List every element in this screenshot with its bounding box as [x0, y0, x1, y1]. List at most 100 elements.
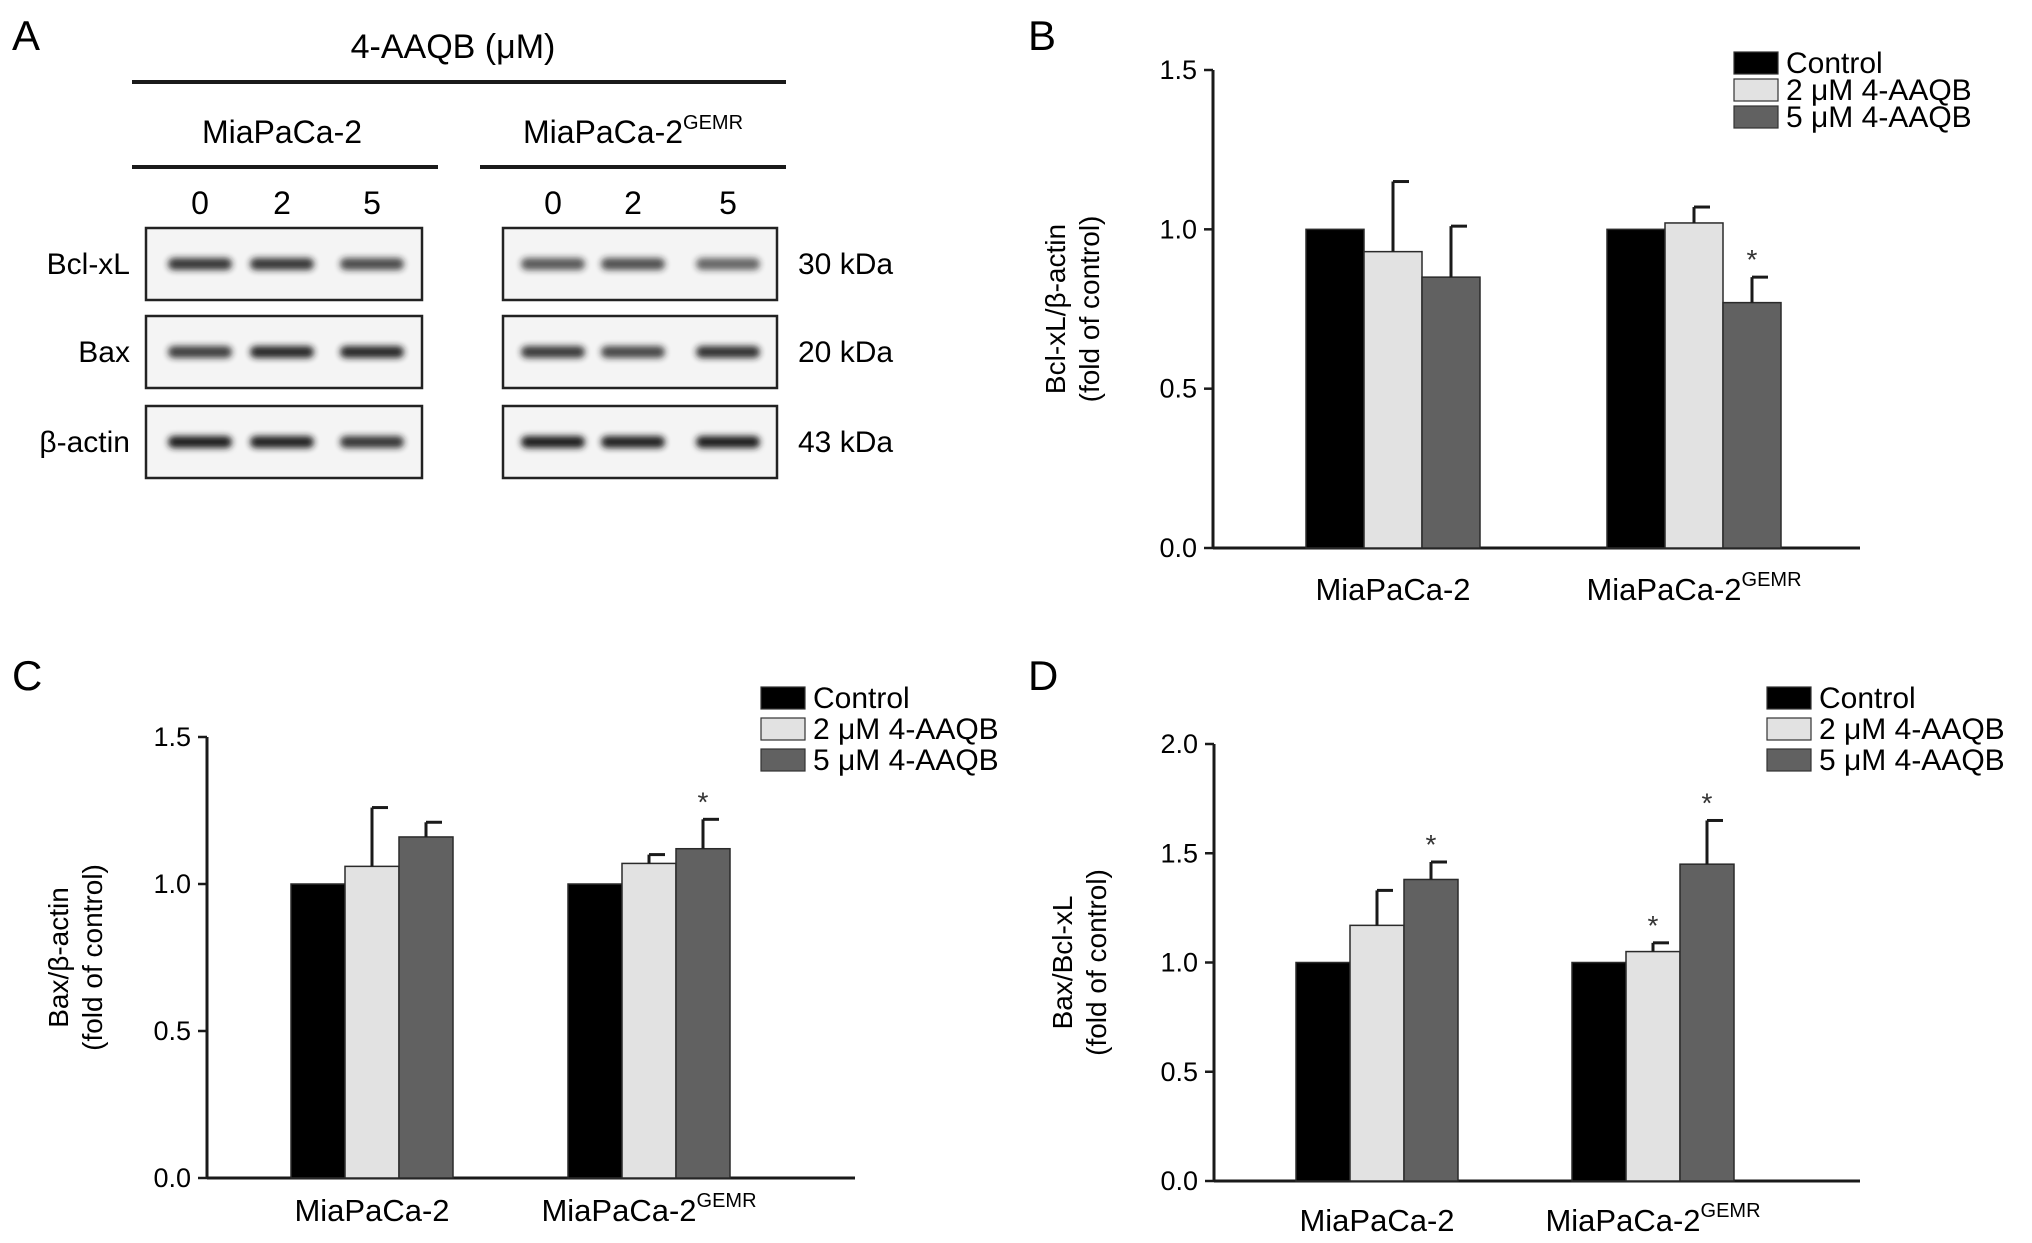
blot-protein-label: Bax	[78, 336, 130, 369]
blot-band	[696, 436, 760, 448]
bar	[1295, 961, 1351, 1182]
blot-cell-line-1-text: MiaPaCa-2	[202, 114, 362, 150]
legend-label: 5 μM 4-AAQB	[1786, 101, 1972, 134]
legend-swatch	[1733, 105, 1779, 129]
significance-marker: *	[1426, 829, 1437, 860]
legend-swatch	[760, 686, 806, 710]
blot-dose-label: 0	[191, 185, 209, 221]
blot-band	[168, 436, 232, 448]
blot-band	[168, 258, 232, 270]
y-tick-label: 0.0	[153, 1163, 191, 1193]
blot-treatment-title: 4-AAQB (μM)	[351, 28, 556, 66]
panel-d-bax-bcl-ratio-chart: D 0.0 0.5 1.0 1.5 2.0 Bax/Bcl-xL (fold of cont…	[1028, 652, 2005, 1238]
y-tick-label: 0.5	[153, 1016, 191, 1046]
y-axis-label: Bcl-xL/β-actin	[1040, 224, 1071, 394]
legend-label: 2 μM 4-AAQB	[1819, 713, 2005, 746]
x-category-label: MiaPaCa-2GEMR	[541, 1190, 756, 1228]
blot-protein-label: Bcl-xL	[47, 248, 130, 281]
panel-label-a: A	[12, 12, 40, 59]
blot-size-label: 20 kDa	[798, 336, 893, 369]
panel-label-c: C	[12, 652, 42, 699]
blot-band	[696, 346, 760, 358]
significance-marker: *	[1747, 244, 1758, 275]
blot-band	[250, 436, 314, 448]
blot-band	[696, 258, 760, 270]
x-category-label: MiaPaCa-2	[1315, 572, 1470, 607]
x-category-label: MiaPaCa-2GEMR	[1545, 1200, 1760, 1238]
panel-c-bax-chart: C 0.0 0.5 1.0 1.5 Bax/β-actin (fold of contro…	[12, 652, 999, 1228]
blot-band	[601, 436, 665, 448]
bar	[1349, 924, 1405, 1182]
bar	[1305, 228, 1365, 549]
bar	[344, 865, 400, 1179]
x-category-label-text: MiaPaCa-2	[1586, 572, 1741, 607]
x-category-label-text: MiaPaCa-2	[541, 1193, 696, 1228]
significance-marker: *	[1648, 910, 1659, 941]
blot-band	[521, 346, 585, 358]
legend-label: Control	[1786, 47, 1883, 80]
legend-label: 2 μM 4-AAQB	[1786, 74, 1972, 107]
bar	[621, 862, 677, 1179]
y-axis-label: (fold of control)	[77, 864, 108, 1051]
blot-band	[521, 258, 585, 270]
bar	[1403, 878, 1459, 1182]
x-category-label-text: MiaPaCa-2	[294, 1193, 449, 1228]
x-category-label: MiaPaCa-2	[1299, 1203, 1454, 1238]
blot-cell-line-2: MiaPaCa-2GEMR	[523, 112, 743, 150]
y-tick-label: 1.5	[1160, 838, 1198, 868]
blot-band	[250, 258, 314, 270]
blot-band	[601, 258, 665, 270]
blot-band	[601, 346, 665, 358]
legend-swatch	[760, 717, 806, 741]
blot-dose-label: 2	[273, 185, 291, 221]
bar	[1606, 228, 1666, 549]
bar	[1722, 301, 1782, 549]
x-category-label-superscript: GEMR	[1701, 1200, 1761, 1222]
x-category-label-text: MiaPaCa-2	[1299, 1203, 1454, 1238]
bar	[675, 847, 731, 1179]
blot-dose-label: 5	[363, 185, 381, 221]
blot-band	[168, 346, 232, 358]
legend-label: 5 μM 4-AAQB	[813, 744, 999, 777]
legend-label: 2 μM 4-AAQB	[813, 713, 999, 746]
panel-b-bcl-xl-chart: B 0.0 0.5 1.0 1.5 Bcl-xL/β-actin (fold of con…	[1028, 12, 1972, 607]
y-axis-label: Bax/Bcl-xL	[1047, 896, 1078, 1030]
blot-dose-label: 5	[719, 185, 737, 221]
y-tick-label: 1.0	[153, 869, 191, 899]
y-tick-label: 0.0	[1160, 1166, 1198, 1196]
bar	[1679, 863, 1735, 1182]
y-axis-label: Bax/β-actin	[43, 887, 74, 1028]
blot-cell-line-2-text: MiaPaCa-2	[523, 114, 683, 150]
blot-dose-label: 2	[624, 185, 642, 221]
bar	[290, 883, 346, 1179]
y-tick-label: 1.0	[1160, 948, 1198, 978]
blot-band	[250, 346, 314, 358]
legend-swatch	[760, 748, 806, 772]
x-category-label: MiaPaCa-2GEMR	[1586, 569, 1801, 607]
legend-label: Control	[1819, 682, 1916, 715]
bar	[398, 836, 454, 1179]
blot-band	[340, 346, 404, 358]
y-tick-label: 0.5	[1160, 1057, 1198, 1087]
y-axis-label: (fold of control)	[1081, 869, 1112, 1056]
panel-label-d: D	[1028, 652, 1058, 699]
legend-swatch	[1733, 78, 1779, 102]
y-tick-label: 0.0	[1159, 533, 1197, 563]
legend-swatch	[1766, 686, 1812, 710]
y-tick-label: 1.0	[1159, 214, 1197, 244]
legend-label: 5 μM 4-AAQB	[1819, 744, 2005, 777]
blot-band	[340, 258, 404, 270]
y-tick-label: 1.5	[1159, 55, 1197, 85]
y-axis-label: (fold of control)	[1074, 216, 1105, 403]
bar	[1625, 950, 1681, 1182]
panel-a-western-blot: A 4-AAQB (μM) MiaPaCa-20 2 5MiaPaCa-2GEMR0…	[12, 12, 893, 480]
x-category-label-superscript: GEMR	[697, 1190, 757, 1212]
significance-marker: *	[698, 786, 709, 817]
x-category-label: MiaPaCa-2	[294, 1193, 449, 1228]
legend-swatch	[1766, 748, 1812, 772]
y-tick-label: 1.5	[153, 722, 191, 752]
bar	[1664, 222, 1724, 549]
significance-marker: *	[1702, 787, 1713, 818]
blot-size-label: 30 kDa	[798, 248, 893, 281]
blot-size-label: 43 kDa	[798, 426, 893, 459]
